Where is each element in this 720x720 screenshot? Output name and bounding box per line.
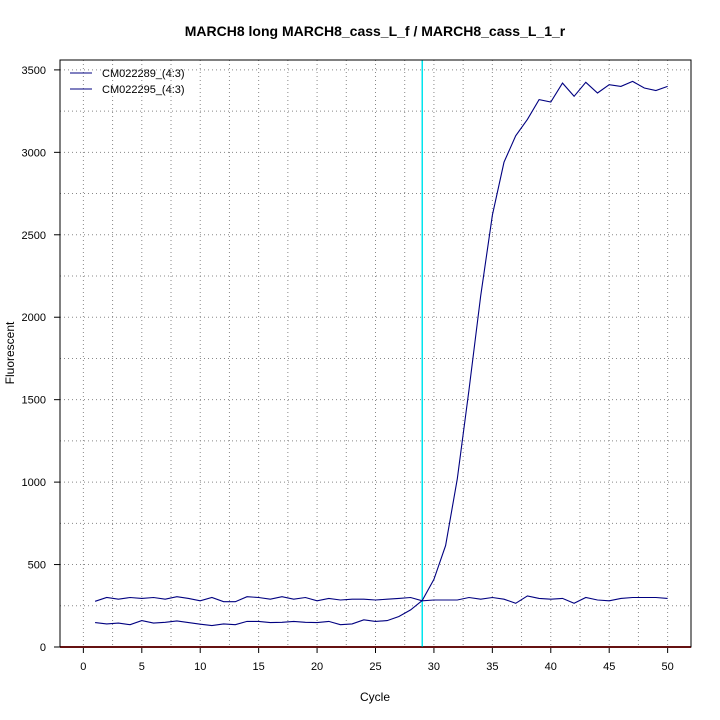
y-tick-label: 0 [40,642,46,654]
series-lines [94,80,668,627]
y-axis-label: Fluorescent [3,321,17,384]
x-tick-label: 5 [139,661,145,673]
y-tick-label: 3000 [22,147,46,159]
x-tick-label: 10 [194,661,206,673]
legend-label: CM022295_(4:3) [102,84,185,96]
x-tick-label: 35 [486,661,498,673]
x-tick-label: 25 [369,661,381,673]
y-tick-label: 1000 [22,477,46,489]
x-tick-label: 30 [428,661,440,673]
x-tick-label: 40 [545,661,557,673]
chart-title: MARCH8 long MARCH8_cass_L_f / MARCH8_cas… [185,23,566,39]
y-tick-label: 1500 [22,395,46,407]
series-line [94,595,668,604]
x-tick-label: 0 [80,661,86,673]
x-tick-label: 15 [253,661,265,673]
y-tick-label: 3500 [22,65,46,77]
y-tick-label: 2500 [22,230,46,242]
x-tick-label: 45 [603,661,615,673]
legend: CM022289_(4:3) CM022295_(4:3) [70,68,185,96]
x-tick-label: 20 [311,661,323,673]
x-tick-label: 50 [662,661,674,673]
y-tick-label: 2000 [22,312,46,324]
x-axis-label: Cycle [360,690,390,704]
series-line [95,80,668,627]
y-tick-label: 500 [28,560,46,572]
plot-frame [59,59,692,648]
legend-label: CM022289_(4:3) [102,68,185,80]
